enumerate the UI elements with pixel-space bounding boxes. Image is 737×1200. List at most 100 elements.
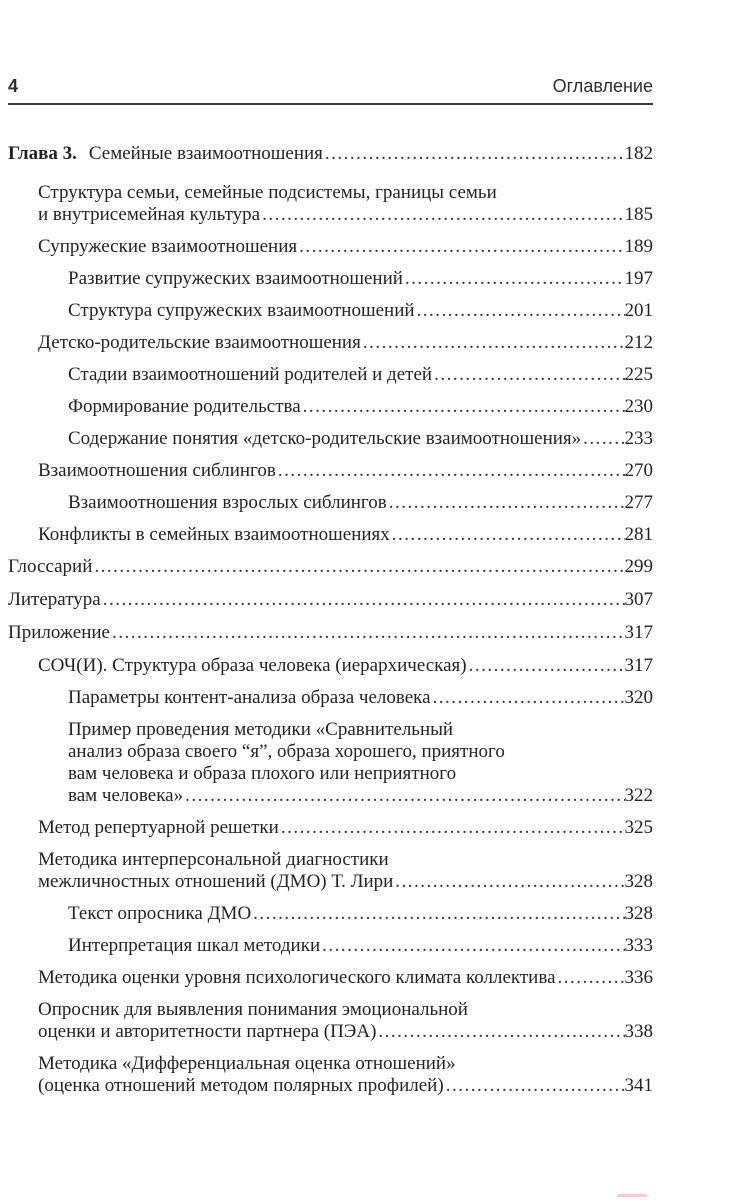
dot-leader	[417, 300, 625, 322]
dot-leader	[395, 871, 624, 893]
toc-entry-title: Стадии взаимоотношений родителей и детей	[68, 364, 433, 385]
toc-entry-line: Методика оценки уровня психологического …	[38, 967, 653, 989]
toc-entry: Взаимоотношения сиблингов 270	[8, 460, 653, 482]
toc-entry: Содержание понятия «детско-родительские …	[8, 428, 653, 450]
toc-page-number: 333	[624, 935, 654, 956]
toc-page-number: 185	[624, 204, 654, 225]
toc-entry: Интерпретация шкал методики 333	[8, 935, 653, 957]
toc-page-number: 328	[624, 871, 654, 892]
toc-entry-line: Пример проведения методики «Сравнительны…	[68, 719, 653, 741]
dot-leader	[185, 785, 624, 807]
toc-entry-line: Параметры контент-анализа образа человек…	[68, 687, 653, 709]
toc-page-number: 338	[624, 1021, 654, 1042]
dot-leader	[303, 396, 625, 418]
toc-entry-title: Взаимоотношения сиблингов	[38, 460, 276, 481]
toc-chapter-label: Глава 3.	[8, 143, 77, 164]
toc-page-number: 328	[624, 903, 654, 924]
toc-entry-title: Детско-родительские взаимоотношения	[38, 332, 361, 353]
toc-entry-title: Развитие супружеских взаимоотношений	[68, 268, 403, 289]
toc-entry-line: межличностных отношений (ДМО) Т. Лири 328	[38, 871, 653, 893]
toc-entry-title: Глоссарий	[8, 556, 93, 577]
dot-leader	[405, 268, 625, 290]
dot-leader	[253, 903, 624, 925]
toc-entry: Метод репертуарной решетки 325	[8, 817, 653, 839]
dot-leader	[434, 364, 624, 386]
toc-entry-title: Методика оценки уровня психологического …	[38, 967, 556, 988]
toc-entry-line: Развитие супружеских взаимоотношений 197	[68, 268, 653, 290]
toc-entry-line: Приложение 317	[8, 622, 653, 644]
toc-entry-line: Текст опросника ДМО 328	[68, 903, 653, 925]
toc-entry-title: Метод репертуарной решетки	[38, 817, 279, 838]
toc-entry: Параметры контент-анализа образа человек…	[8, 687, 653, 709]
dot-leader	[469, 655, 625, 677]
toc-entry-title: Параметры контент-анализа образа человек…	[68, 687, 431, 708]
toc-entry-title: СОЧ(И). Структура образа человека (иерар…	[38, 655, 467, 676]
toc-page-number: 322	[624, 785, 654, 806]
toc-page-number: 182	[624, 143, 654, 164]
toc-entry-title: и внутрисемейная культура	[38, 204, 261, 225]
toc-entry-line: Структура семьи, семейные подсистемы, гр…	[38, 182, 653, 204]
page-header: 4 Оглавление	[8, 0, 653, 105]
dot-leader	[262, 204, 624, 226]
toc-page-number: 325	[624, 817, 654, 838]
toc-page-number: 307	[624, 589, 654, 610]
toc-entry-line: Конфликты в семейных взаимоотношениях 281	[38, 524, 653, 546]
toc-list: Глава 3. Семейные взаимоотношения 182 Струк…	[8, 143, 653, 1097]
dot-leader	[363, 332, 625, 354]
toc-entry-line: Содержание понятия «детско-родительские …	[68, 428, 653, 450]
toc-entry-title: Структура семьи, семейные подсистемы, гр…	[38, 182, 497, 203]
toc-entry-title: Семейные взаимоотношения	[88, 143, 323, 164]
toc-page-number: 189	[624, 236, 654, 257]
toc-entry: Литература 307	[8, 589, 653, 611]
toc-entry: Глоссарий 299	[8, 556, 653, 578]
toc-entry-title: Методика «Дифференциальная оценка отноше…	[38, 1053, 456, 1074]
toc-entry: Глава 3. Семейные взаимоотношения 182	[8, 143, 653, 165]
toc-entry-line: Методика «Дифференциальная оценка отноше…	[38, 1053, 653, 1075]
toc-entry-line: Метод репертуарной решетки 325	[38, 817, 653, 839]
book-page: 4 Оглавление Глава 3. Семейные взаимоотно…	[8, 0, 653, 1107]
toc-entry-title: оценки и авторитетности партнера (ПЭА)	[38, 1021, 377, 1042]
toc-entry-line: анализ образа своего “я”, образа хорошег…	[68, 741, 653, 763]
toc-entry-line: Взаимоотношения взрослых сиблингов 277	[68, 492, 653, 514]
toc-entry: СОЧ(И). Структура образа человека (иерар…	[8, 655, 653, 677]
toc-entry: Структура супружеских взаимоотношений 201	[8, 300, 653, 322]
page-number-label: 4	[8, 76, 19, 96]
scroll-indicator[interactable]	[617, 1194, 647, 1197]
toc-entry-title: Интерпретация шкал методики	[68, 935, 321, 956]
toc-entry: Конфликты в семейных взаимоотношениях 281	[8, 524, 653, 546]
toc-entry-line: Формирование родительства 230	[68, 396, 653, 418]
toc-entry: Развитие супружеских взаимоотношений 197	[8, 268, 653, 290]
toc-page-number: 197	[624, 268, 654, 289]
toc-page-number: 299	[624, 556, 654, 577]
toc-entry-title: вам человека и образа плохого или неприя…	[68, 763, 457, 784]
toc-entry: Стадии взаимоотношений родителей и детей…	[8, 364, 653, 386]
toc-entry-title: межличностных отношений (ДМО) Т. Лири	[38, 871, 394, 892]
toc-page-number: 212	[624, 332, 654, 353]
header-title: Оглавление	[552, 76, 653, 96]
toc-entry-line: и внутрисемейная культура 185	[38, 204, 653, 226]
dot-leader	[94, 556, 624, 578]
toc-page-number: 277	[624, 492, 654, 513]
toc-entry-line: Глава 3. Семейные взаимоотношения 182	[8, 143, 653, 165]
toc-entry: Структура семьи, семейные подсистемы, гр…	[8, 182, 653, 226]
toc-entry-line: вам человека» 322	[68, 785, 653, 807]
dot-leader	[446, 1075, 625, 1097]
toc-entry-line: Опросник для выявления понимания эмоцион…	[38, 999, 653, 1021]
toc-page-number: 317	[624, 622, 654, 643]
toc-page-number: 317	[624, 655, 654, 676]
toc-entry-title: Конфликты в семейных взаимоотношениях	[38, 524, 390, 545]
dot-leader	[378, 1021, 624, 1043]
toc-entry: Пример проведения методики «Сравнительны…	[8, 719, 653, 807]
toc-entry: Опросник для выявления понимания эмоцион…	[8, 999, 653, 1043]
toc-entry-line: (оценка отношений методом полярных профи…	[38, 1075, 653, 1097]
toc-entry: Текст опросника ДМО 328	[8, 903, 653, 925]
toc-entry-line: Супружеские взаимоотношения 189	[38, 236, 653, 258]
toc-entry: Методика оценки уровня психологического …	[8, 967, 653, 989]
dot-leader	[278, 460, 625, 482]
toc-entry: Супружеские взаимоотношения 189	[8, 236, 653, 258]
toc-entry-title: Методика интерперсональной диагностики	[38, 849, 389, 870]
toc-entry: Методика интерперсональной диагностики ме…	[8, 849, 653, 893]
dot-leader	[103, 589, 625, 611]
toc-page-number: 201	[624, 300, 654, 321]
toc-entry: Приложение 317	[8, 622, 653, 644]
